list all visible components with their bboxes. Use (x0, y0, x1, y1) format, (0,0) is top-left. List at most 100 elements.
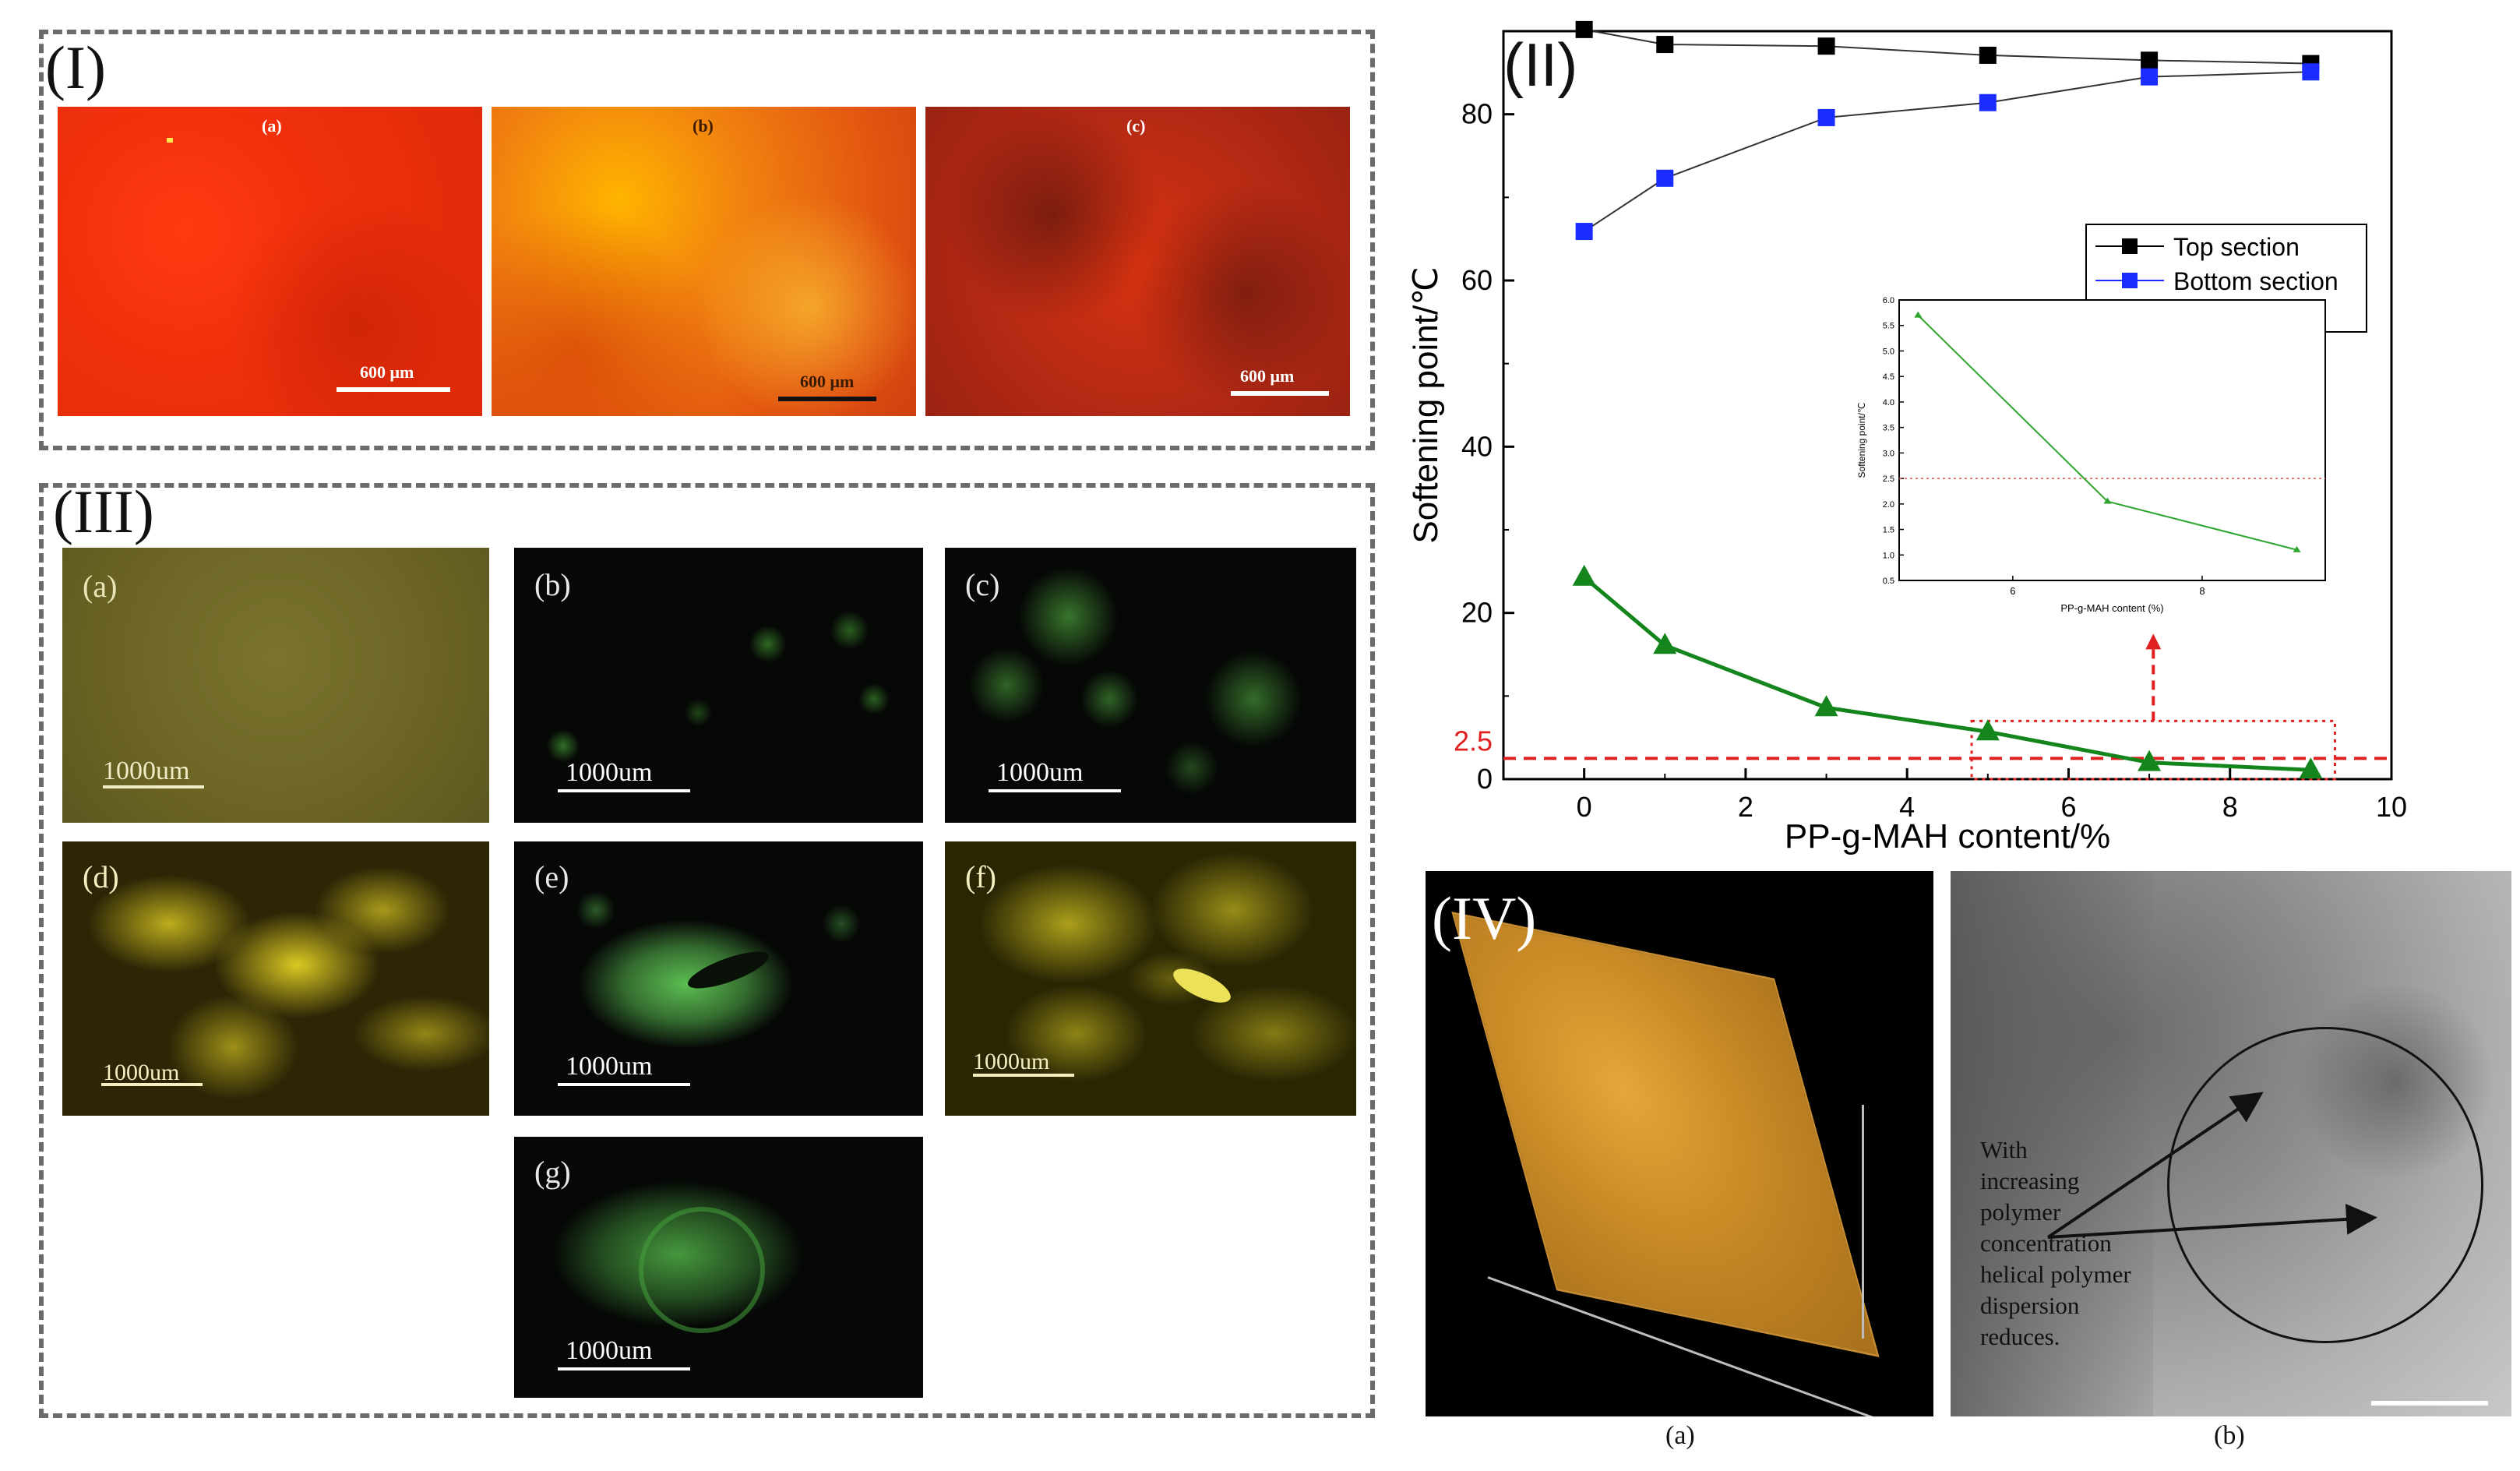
inset-data-point (2103, 497, 2112, 504)
panel-III-image-d-scale: 1000um (103, 1060, 180, 1085)
panel-IV-image-a: (IV) (1426, 871, 1933, 1416)
panel-III-image-g: (g) 1000um (514, 1137, 923, 1398)
panel-II-chart: (II) 0 2 4 6 8 10 0 20 40 60 80 2.5 Top section Bott… (1407, 20, 2407, 855)
panel-I-image-c-scale: 600 μm (1240, 366, 1295, 386)
panel-III-image-c-scalebar (989, 789, 1121, 792)
inset-y-tick-label: 4.0 (1883, 398, 1894, 407)
panel-III-image-c-scale: 1000um (996, 758, 1084, 787)
data-point (1575, 20, 1593, 38)
legend-marker (2122, 238, 2138, 254)
panel-III-image-b-label: (b) (534, 567, 571, 602)
y-tick-label: 0 (1477, 763, 1493, 795)
panel-III-image-f: (f) 1000um (945, 841, 1356, 1116)
panel-I-image-c: (c) 600 μm (925, 107, 1350, 416)
y-tick-label: 80 (1461, 98, 1493, 130)
panel-I-image-b-scale: 600 μm (800, 372, 855, 391)
series-line (1584, 28, 2311, 65)
data-point (2141, 51, 2159, 69)
panel-III-image-c: (c) 1000um (945, 548, 1356, 823)
data-point (1814, 695, 1838, 717)
x-tick-label: 8 (2222, 791, 2238, 823)
panel-I-image-a-scale: 600 μm (360, 362, 414, 382)
inset-frame (1898, 299, 2326, 581)
panel-I-frame (39, 30, 1375, 450)
panel-III-image-g-scalebar (558, 1367, 690, 1370)
panel-IV-arrows (2046, 1092, 2377, 1239)
panel-III-image-b-scale: 1000um (566, 758, 653, 787)
inset-x-tick-label: 6 (2010, 585, 2015, 597)
inset-y-tick-label: 1.0 (1883, 551, 1894, 560)
inset-y-axis-title: Softening point/℃ (1856, 403, 1867, 478)
data-point (2302, 63, 2320, 81)
panel-I-image-c-scalebar (1231, 391, 1329, 396)
x-tick-label: 2 (1738, 791, 1753, 823)
data-point (2299, 757, 2323, 779)
panel-I-image-b: (b) 600 μm (492, 107, 916, 416)
x-tick-label: 4 (1899, 791, 1915, 823)
panel-IV-scalebar (2371, 1401, 2488, 1406)
inset-data-point (2293, 545, 2301, 552)
panel-I-image-a-scalebar (337, 387, 450, 392)
threshold-label: 2.5 (1454, 725, 1493, 757)
inset-y-tick-label: 5.0 (1883, 347, 1894, 356)
y-tick-label: 60 (1461, 264, 1493, 296)
panel-I-label: (I) (45, 34, 106, 101)
x-axis-title: PP-g-MAH content/% (1785, 817, 2110, 855)
panel-III-image-a-scale: 1000um (103, 757, 190, 785)
panel-III-image-f-label: (f) (965, 859, 996, 894)
panel-I-image-a: (a) 600 μm (58, 107, 482, 416)
legend-label: Bottom section (2173, 267, 2338, 295)
panel-III-image-e-label: (e) (534, 859, 569, 894)
panel-I-image-a-label: (a) (262, 116, 282, 136)
data-point (1979, 46, 1997, 64)
data-point (1656, 36, 1674, 54)
panel-III-image-b-scalebar (558, 789, 690, 792)
panel-III-image-a-label: (a) (83, 569, 118, 604)
inset-y-tick-label: 2.5 (1883, 474, 1894, 484)
inset-y-tick-label: 3.0 (1883, 449, 1894, 458)
data-point (1975, 719, 2000, 741)
legend-marker (2122, 273, 2138, 288)
data-point (2138, 750, 2162, 771)
panel-III-image-d: (d) 1000um (62, 841, 489, 1116)
inset-y-tick-label: 0.5 (1883, 577, 1894, 586)
x-tick-label: 0 (1577, 791, 1592, 823)
panel-III-image-f-scalebar (973, 1074, 1074, 1077)
panel-III-image-e-scalebar (558, 1083, 690, 1086)
data-point (1572, 564, 1596, 586)
data-point (1817, 108, 1835, 126)
panel-III-image-b: (b) 1000um (514, 548, 923, 823)
panel-III-image-a-scalebar (103, 785, 204, 788)
panel-III-frame (39, 483, 1375, 1418)
panel-III-image-d-label: (d) (83, 859, 119, 894)
data-point (1575, 223, 1593, 241)
data-point (2141, 68, 2159, 86)
panel-II-label: (II) (1503, 30, 1577, 99)
panel-III-image-g-label: (g) (534, 1155, 571, 1190)
y-tick-label: 40 (1461, 430, 1493, 462)
panel-III-image-c-label: (c) (965, 567, 1000, 602)
inset-y-tick-label: 3.5 (1883, 424, 1894, 433)
x-tick-label: 10 (2376, 791, 2407, 823)
inset-y-tick-label: 4.5 (1883, 372, 1894, 382)
panel-IV-caption-b: (b) (2214, 1421, 2245, 1450)
panel-I-image-b-label: (b) (693, 116, 714, 136)
series-line (1584, 71, 2311, 232)
inset-data-point (1914, 311, 1923, 318)
inset-x-axis-title: PP-g-MAH content (%) (2060, 602, 2163, 614)
panel-III-image-e: (e) 1000um (514, 841, 923, 1116)
inset-y-tick-label: 6.0 (1883, 296, 1894, 305)
y-tick-label: 20 (1461, 597, 1493, 629)
data-point (1653, 633, 1677, 654)
panel-III-image-a: (a) 1000um (62, 548, 489, 823)
panel-IV-image-b: With increasing polymer concentration he… (1951, 871, 2511, 1416)
inset-y-tick-label: 5.5 (1883, 322, 1894, 331)
panel-III-image-g-scale: 1000um (566, 1336, 653, 1365)
inset-x-tick-label: 8 (2199, 585, 2205, 597)
panel-I-image-b-scalebar (778, 397, 876, 401)
panel-III-label: (III) (53, 478, 154, 545)
panel-III-image-d-scalebar (101, 1083, 203, 1086)
inset-pointer-arrowhead (2145, 633, 2162, 650)
panel-I-image-c-label: (c) (1126, 116, 1146, 136)
panel-III-image-f-scale: 1000um (973, 1049, 1050, 1074)
